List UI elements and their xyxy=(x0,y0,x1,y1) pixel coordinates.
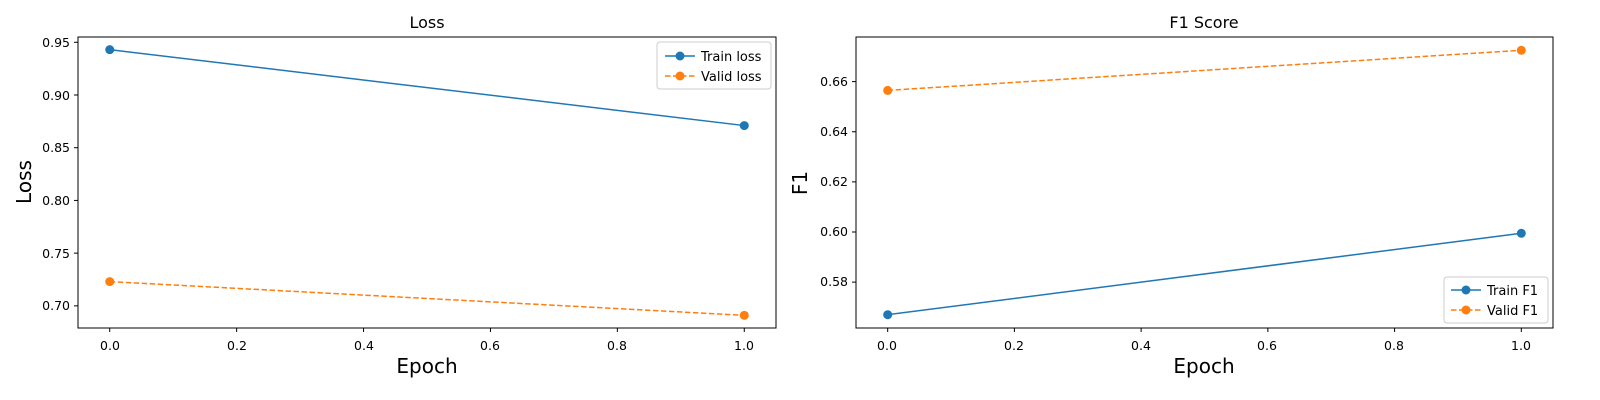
f1-y-tick-label: 0.58 xyxy=(820,274,848,289)
loss-legend: Train loss Valid loss xyxy=(656,41,772,90)
loss-valid-point xyxy=(739,310,749,320)
loss-y-axis-label: Loss xyxy=(12,160,36,204)
loss-x-axis-label: Epoch xyxy=(396,354,457,378)
loss-x-tick-label: 0.8 xyxy=(607,338,627,353)
f1-chart: F1 Score Epoch F1 0.0 0.2 0.4 0.6 0.8 1.… xyxy=(788,13,1554,378)
loss-train-point xyxy=(105,45,115,55)
loss-plot-frame xyxy=(77,36,777,329)
loss-y-tick-label: 0.75 xyxy=(42,246,70,261)
loss-x-tick-label: 0.2 xyxy=(227,338,247,353)
loss-x-tick-label: 1.0 xyxy=(734,338,754,353)
f1-legend: Train F1 Valid F1 xyxy=(1443,276,1549,324)
loss-y-tick-label: 0.80 xyxy=(42,193,70,208)
loss-x-tick-label: 0.6 xyxy=(480,338,500,353)
f1-x-tick-label: 0.4 xyxy=(1131,338,1151,353)
loss-train-line xyxy=(109,48,745,127)
loss-y-tick-label: 0.90 xyxy=(42,88,70,103)
f1-plot-frame xyxy=(855,36,1554,329)
f1-x-tick-label: 0.8 xyxy=(1384,338,1404,353)
loss-y-tick-label: 0.95 xyxy=(42,35,70,50)
loss-y-ticks: 0.70 0.75 0.80 0.85 0.90 0.95 xyxy=(42,35,70,313)
loss-train-point xyxy=(739,121,749,131)
f1-legend-train-label: Train F1 xyxy=(1486,284,1538,299)
f1-train-point xyxy=(1516,228,1526,238)
loss-legend-box xyxy=(656,41,772,90)
loss-legend-valid-marker xyxy=(675,71,685,81)
loss-chart-title: Loss xyxy=(409,13,444,32)
f1-x-axis-label: Epoch xyxy=(1173,354,1234,378)
loss-legend-train-label: Train loss xyxy=(700,50,762,65)
f1-x-tick-label: 1.0 xyxy=(1511,338,1531,353)
f1-legend-valid-marker xyxy=(1461,305,1471,315)
f1-valid-point xyxy=(883,85,893,95)
f1-train-point xyxy=(883,310,893,320)
loss-valid-point xyxy=(105,277,115,287)
loss-y-tick-label: 0.70 xyxy=(42,298,70,313)
f1-x-tick-label: 0.2 xyxy=(1004,338,1024,353)
f1-train-line xyxy=(887,232,1522,316)
f1-x-tick-label: 0.0 xyxy=(877,338,897,353)
f1-chart-title: F1 Score xyxy=(1169,13,1238,32)
f1-y-tick-label: 0.62 xyxy=(820,174,848,189)
loss-x-ticks: 0.0 0.2 0.4 0.6 0.8 1.0 xyxy=(100,338,754,353)
loss-legend-train-marker xyxy=(675,51,685,61)
f1-y-tick-label: 0.66 xyxy=(820,74,848,89)
loss-valid-line xyxy=(109,280,745,317)
f1-x-tick-label: 0.6 xyxy=(1257,338,1277,353)
f1-y-tick-label: 0.60 xyxy=(820,224,848,239)
loss-series-layer xyxy=(74,41,749,332)
f1-y-tick-label: 0.64 xyxy=(820,124,848,139)
f1-legend-valid-label: Valid F1 xyxy=(1487,304,1538,319)
f1-valid-line xyxy=(887,49,1522,92)
loss-x-tick-label: 0.0 xyxy=(100,338,120,353)
f1-valid-point xyxy=(1516,45,1526,55)
f1-legend-train-marker xyxy=(1461,285,1471,295)
f1-series-layer xyxy=(852,45,1526,332)
loss-legend-valid-label: Valid loss xyxy=(701,70,762,85)
f1-y-axis-label: F1 xyxy=(788,171,812,195)
loss-x-tick-label: 0.4 xyxy=(354,338,374,353)
loss-y-tick-label: 0.85 xyxy=(42,140,70,155)
f1-x-ticks: 0.0 0.2 0.4 0.6 0.8 1.0 xyxy=(877,338,1531,353)
loss-chart: Loss Epoch Loss 0.0 0.2 0.4 0.6 0.8 1.0 … xyxy=(12,13,777,378)
f1-y-ticks: 0.58 0.60 0.62 0.64 0.66 xyxy=(820,74,848,289)
